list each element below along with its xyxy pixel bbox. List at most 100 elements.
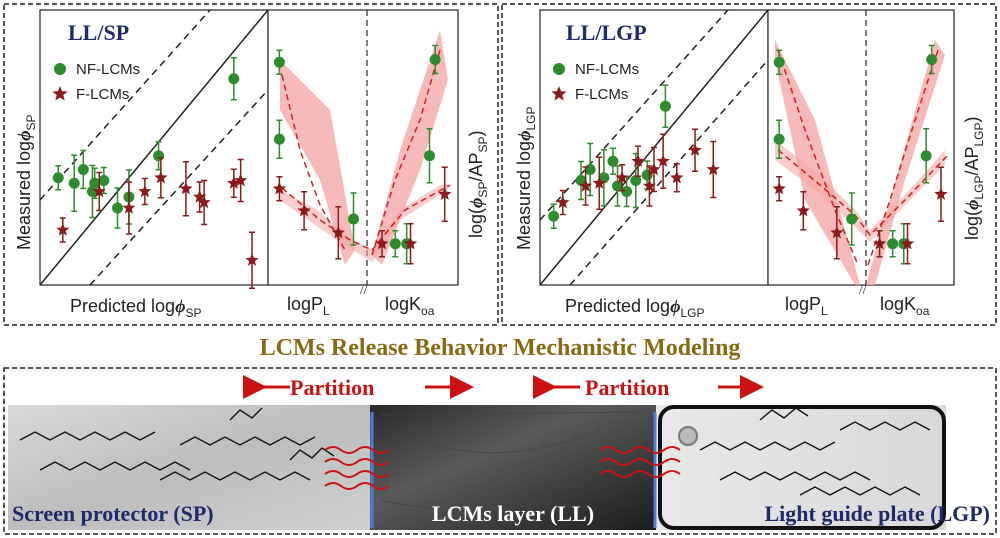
right-right-y-label: log(ϕLGP/APLGP) bbox=[962, 117, 986, 240]
left-nf-point bbox=[77, 164, 89, 175]
left-x-logkoa: logKoa bbox=[385, 294, 435, 318]
right-sub-points bbox=[772, 44, 948, 265]
ll-lgp-wave-arrows bbox=[599, 446, 681, 478]
left-band-logp bbox=[280, 60, 355, 265]
left-f-point bbox=[234, 173, 248, 187]
left-sub-f-point bbox=[297, 203, 311, 217]
right-sub-nf-point bbox=[887, 238, 899, 250]
left-f-point bbox=[192, 190, 207, 203]
left-nf-point bbox=[153, 150, 165, 162]
right-sub-nf-point bbox=[920, 150, 932, 162]
left-upper-bound bbox=[39, 9, 211, 201]
right-f-point bbox=[578, 179, 593, 192]
right-f-point bbox=[670, 170, 684, 184]
right-panel: // LL/LGP NF-LCMs F-LCMs Measured logϕLG… bbox=[514, 9, 986, 320]
left-sub-f-point bbox=[375, 236, 389, 250]
left-sub-nf-point bbox=[348, 213, 359, 225]
right-nf-point bbox=[612, 180, 624, 192]
left-sub-f-point bbox=[438, 187, 452, 200]
left-panel: // LL/SP NF-LCMs F-LCMs Measured logϕSP … bbox=[14, 9, 490, 320]
right-band-logp bbox=[775, 40, 860, 285]
right-f-point bbox=[688, 143, 702, 156]
right-upper-bound bbox=[539, 9, 729, 221]
right-title: LL/LGP bbox=[566, 20, 647, 45]
right-band-flat bbox=[775, 140, 945, 242]
left-legend-nf-icon bbox=[54, 63, 66, 75]
left-f-point bbox=[56, 223, 70, 236]
sp-molecules bbox=[19, 407, 335, 481]
left-nf-point bbox=[112, 202, 124, 214]
left-y-label: Measured logϕSP bbox=[14, 114, 38, 250]
headline: LCMs Release Behavior Mechanistic Modeli… bbox=[260, 335, 741, 361]
left-f-point bbox=[227, 176, 241, 189]
left-trend-f bbox=[281, 184, 451, 251]
right-nf-point bbox=[659, 100, 671, 112]
right-sub-f-point bbox=[772, 181, 786, 195]
right-trend-f bbox=[777, 149, 949, 237]
left-right-y-label: log(ϕSP/APSP) bbox=[466, 131, 490, 238]
left-f-point bbox=[154, 170, 168, 184]
left-sub-f-point bbox=[331, 225, 345, 239]
right-f-point bbox=[647, 162, 661, 176]
right-f-point bbox=[631, 154, 645, 167]
partition-left-label: Partition bbox=[290, 375, 374, 400]
lgp-molecules bbox=[699, 407, 931, 496]
left-f-point bbox=[245, 253, 259, 266]
left-legend-f-label: F-LCMs bbox=[76, 86, 129, 103]
right-nf-point bbox=[598, 172, 610, 184]
sp-ll-wave-arrows bbox=[324, 446, 390, 490]
ll-label: LCMs layer (LL) bbox=[432, 501, 594, 526]
right-trend-nf-logp bbox=[777, 49, 859, 266]
right-nf-point bbox=[575, 175, 587, 186]
left-sub-nf-point bbox=[429, 54, 441, 65]
right-legend-f-label: F-LCMs bbox=[575, 86, 628, 103]
right-legend-nf-label: NF-LCMs bbox=[575, 61, 639, 78]
right-f-point bbox=[556, 195, 570, 209]
left-break-mark: // bbox=[360, 282, 368, 297]
left-sub-nf-point bbox=[273, 56, 285, 68]
left-sub-points bbox=[272, 44, 452, 265]
left-nf-point bbox=[228, 73, 240, 85]
right-nf-point bbox=[621, 186, 633, 197]
right-sub-f-point bbox=[900, 236, 915, 250]
left-sub-f-point bbox=[403, 236, 418, 250]
right-sub-nf-point bbox=[926, 54, 938, 65]
screen-protector-photo bbox=[8, 405, 370, 530]
lcm-layer-photo bbox=[370, 405, 656, 530]
right-x-logkoa: logKoa bbox=[880, 294, 930, 318]
right-sub-f-point bbox=[830, 225, 844, 239]
right-legend-f-icon bbox=[551, 86, 567, 101]
right-nf-point bbox=[548, 210, 560, 222]
partition-right-label: Partition bbox=[585, 375, 669, 400]
left-f-point bbox=[122, 201, 136, 214]
right-f-point bbox=[592, 176, 606, 189]
left-nf-point bbox=[68, 177, 80, 189]
right-y-label: Measured logϕLGP bbox=[514, 106, 538, 250]
lgp-label: Light guide plate (LGP) bbox=[764, 501, 990, 526]
right-main-points bbox=[548, 84, 720, 229]
right-legend-nf-icon bbox=[553, 63, 565, 75]
right-nf-point bbox=[630, 175, 642, 186]
sp-label: Screen protector (SP) bbox=[12, 501, 214, 526]
right-f-point bbox=[642, 179, 657, 192]
left-title: LL/SP bbox=[68, 20, 129, 45]
right-x-logp: logPL bbox=[785, 294, 828, 318]
right-sub-nf-point bbox=[773, 133, 785, 145]
left-sub-f-point bbox=[272, 181, 287, 195]
right-sub-nf-point bbox=[773, 56, 785, 68]
left-nf-point bbox=[89, 177, 101, 189]
left-f-point bbox=[179, 181, 193, 195]
right-break-mark: // bbox=[859, 282, 867, 297]
lgp-edge bbox=[658, 405, 946, 530]
right-f-point bbox=[615, 170, 629, 184]
left-f-point bbox=[138, 184, 152, 198]
right-sub-f-point bbox=[872, 236, 887, 250]
right-x-label: Predicted logϕLGP bbox=[565, 296, 705, 320]
right-f-point bbox=[706, 162, 720, 176]
left-main-points bbox=[52, 57, 259, 289]
right-sub-f-point bbox=[796, 203, 810, 217]
left-x-label: Predicted logϕSP bbox=[70, 296, 202, 320]
right-f-point bbox=[656, 154, 670, 167]
left-lower-bound bbox=[89, 89, 269, 286]
left-legend-f-icon bbox=[52, 86, 68, 101]
